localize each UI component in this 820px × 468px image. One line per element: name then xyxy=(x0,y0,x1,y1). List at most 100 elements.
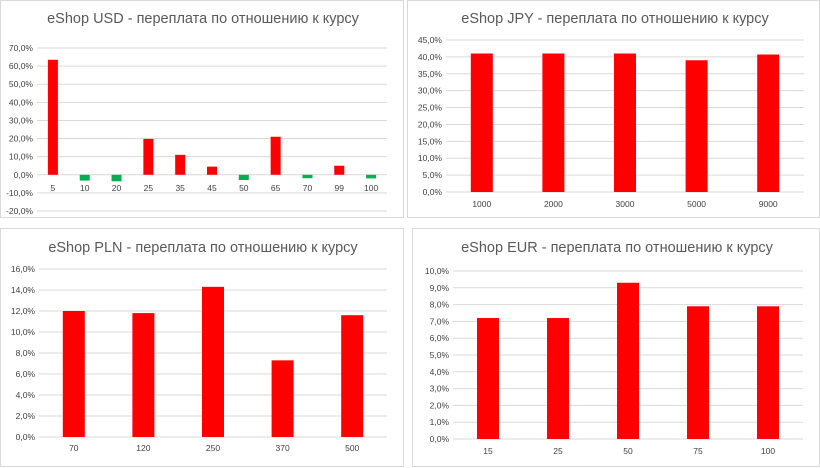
chart-svg-pln: eShop PLN - переплата по отношению к кур… xyxy=(11,240,387,453)
x-tick-label: 5 xyxy=(51,183,56,193)
y-tick-label: 45,0% xyxy=(418,35,443,45)
y-tick-label: 16,0% xyxy=(11,264,36,274)
chart-svg-jpy: eShop JPY - переплата по отношению к кур… xyxy=(418,11,804,209)
x-tick-label: 70 xyxy=(69,443,79,453)
chart-panel-eur: eShop EUR - переплата по отношению к кур… xyxy=(412,228,820,467)
y-tick-label: 4,0% xyxy=(16,390,36,400)
chart-title: eShop USD - переплата по отношению к кур… xyxy=(47,11,360,27)
x-tick-label: 50 xyxy=(239,183,249,193)
bar xyxy=(302,174,313,179)
y-tick-label: 5,0% xyxy=(430,350,450,360)
x-tick-label: 50 xyxy=(623,446,633,456)
bar xyxy=(687,306,709,439)
x-tick-label: 2000 xyxy=(544,199,563,209)
y-tick-label: -20,0% xyxy=(6,206,33,216)
bar xyxy=(470,53,493,193)
x-tick-label: 5000 xyxy=(687,199,706,209)
x-tick-label: 65 xyxy=(271,183,281,193)
x-tick-label: 370 xyxy=(276,443,290,453)
y-tick-label: 8,0% xyxy=(430,300,450,310)
y-tick-label: 15,0% xyxy=(418,136,443,146)
bar xyxy=(132,313,155,437)
bar xyxy=(111,174,122,182)
x-tick-label: 500 xyxy=(345,443,359,453)
y-tick-label: 10,0% xyxy=(418,153,443,163)
chart-panel-jpy: eShop JPY - переплата по отношению к кур… xyxy=(407,0,820,218)
y-tick-label: 10,0% xyxy=(9,152,34,162)
x-tick-label: 250 xyxy=(206,443,220,453)
bar xyxy=(366,174,377,179)
y-tick-label: 0,0% xyxy=(14,170,34,180)
x-tick-label: 1000 xyxy=(472,199,491,209)
y-tick-label: 30,0% xyxy=(418,86,443,96)
x-tick-label: 20 xyxy=(112,183,122,193)
bar xyxy=(757,54,780,192)
bar xyxy=(175,154,186,175)
x-tick-label: 100 xyxy=(364,183,378,193)
y-tick-label: 10,0% xyxy=(425,266,450,276)
bar xyxy=(47,59,58,175)
bar xyxy=(341,315,364,437)
chart-panel-usd: eShop USD - переплата по отношению к кур… xyxy=(0,0,404,218)
y-tick-label: 0,0% xyxy=(430,434,450,444)
y-tick-label: 30,0% xyxy=(9,115,34,125)
y-tick-label: 0,0% xyxy=(423,187,443,197)
y-tick-label: 2,0% xyxy=(430,400,450,410)
x-tick-label: 99 xyxy=(335,183,345,193)
bar xyxy=(143,138,154,175)
y-tick-label: -10,0% xyxy=(6,188,33,198)
bar xyxy=(542,53,565,193)
x-tick-label: 45 xyxy=(207,183,217,193)
x-tick-label: 35 xyxy=(175,183,185,193)
y-tick-label: 40,0% xyxy=(418,52,443,62)
y-tick-label: 20,0% xyxy=(418,119,443,129)
y-tick-label: 0,0% xyxy=(16,432,36,442)
y-tick-label: 20,0% xyxy=(9,134,34,144)
bar xyxy=(757,306,779,439)
chart-title: eShop EUR - переплата по отношению к кур… xyxy=(461,240,774,256)
bar xyxy=(207,166,217,175)
bar xyxy=(79,174,90,181)
bar xyxy=(334,165,345,175)
y-tick-label: 12,0% xyxy=(11,306,36,316)
y-tick-label: 8,0% xyxy=(16,348,36,358)
y-tick-label: 10,0% xyxy=(11,327,36,337)
y-tick-label: 5,0% xyxy=(423,170,443,180)
bar xyxy=(271,360,294,437)
bar xyxy=(238,174,249,181)
y-tick-label: 6,0% xyxy=(430,333,450,343)
y-tick-label: 1,0% xyxy=(430,417,450,427)
y-tick-label: 40,0% xyxy=(9,97,34,107)
chart-svg-eur: eShop EUR - переплата по отношению к кур… xyxy=(425,240,803,456)
y-tick-label: 14,0% xyxy=(11,285,36,295)
y-tick-label: 6,0% xyxy=(16,369,36,379)
x-tick-label: 75 xyxy=(693,446,703,456)
y-tick-label: 35,0% xyxy=(418,69,443,79)
y-tick-label: 2,0% xyxy=(16,411,36,421)
y-tick-label: 60,0% xyxy=(9,61,34,71)
bar xyxy=(614,53,636,193)
x-tick-label: 10 xyxy=(80,183,90,193)
y-tick-label: 70,0% xyxy=(9,43,34,53)
bar xyxy=(270,136,281,175)
bar xyxy=(617,282,639,439)
chart-svg-usd: eShop USD - переплата по отношению к кур… xyxy=(6,11,387,216)
x-tick-label: 120 xyxy=(136,443,150,453)
y-tick-label: 3,0% xyxy=(430,384,450,394)
y-tick-label: 9,0% xyxy=(430,283,450,293)
x-tick-label: 100 xyxy=(761,446,775,456)
x-tick-label: 15 xyxy=(483,446,493,456)
y-tick-label: 50,0% xyxy=(9,79,34,89)
chart-panel-pln: eShop PLN - переплата по отношению к кур… xyxy=(0,228,404,467)
bar xyxy=(62,311,85,437)
x-tick-label: 70 xyxy=(303,183,313,193)
x-tick-label: 25 xyxy=(144,183,154,193)
bar xyxy=(202,286,224,437)
y-tick-label: 25,0% xyxy=(418,103,443,113)
bar xyxy=(477,318,499,439)
x-tick-label: 3000 xyxy=(616,199,635,209)
x-tick-label: 9000 xyxy=(759,199,778,209)
bar xyxy=(547,318,569,439)
chart-title: eShop JPY - переплата по отношению к кур… xyxy=(461,11,769,27)
chart-title: eShop PLN - переплата по отношению к кур… xyxy=(48,240,358,256)
